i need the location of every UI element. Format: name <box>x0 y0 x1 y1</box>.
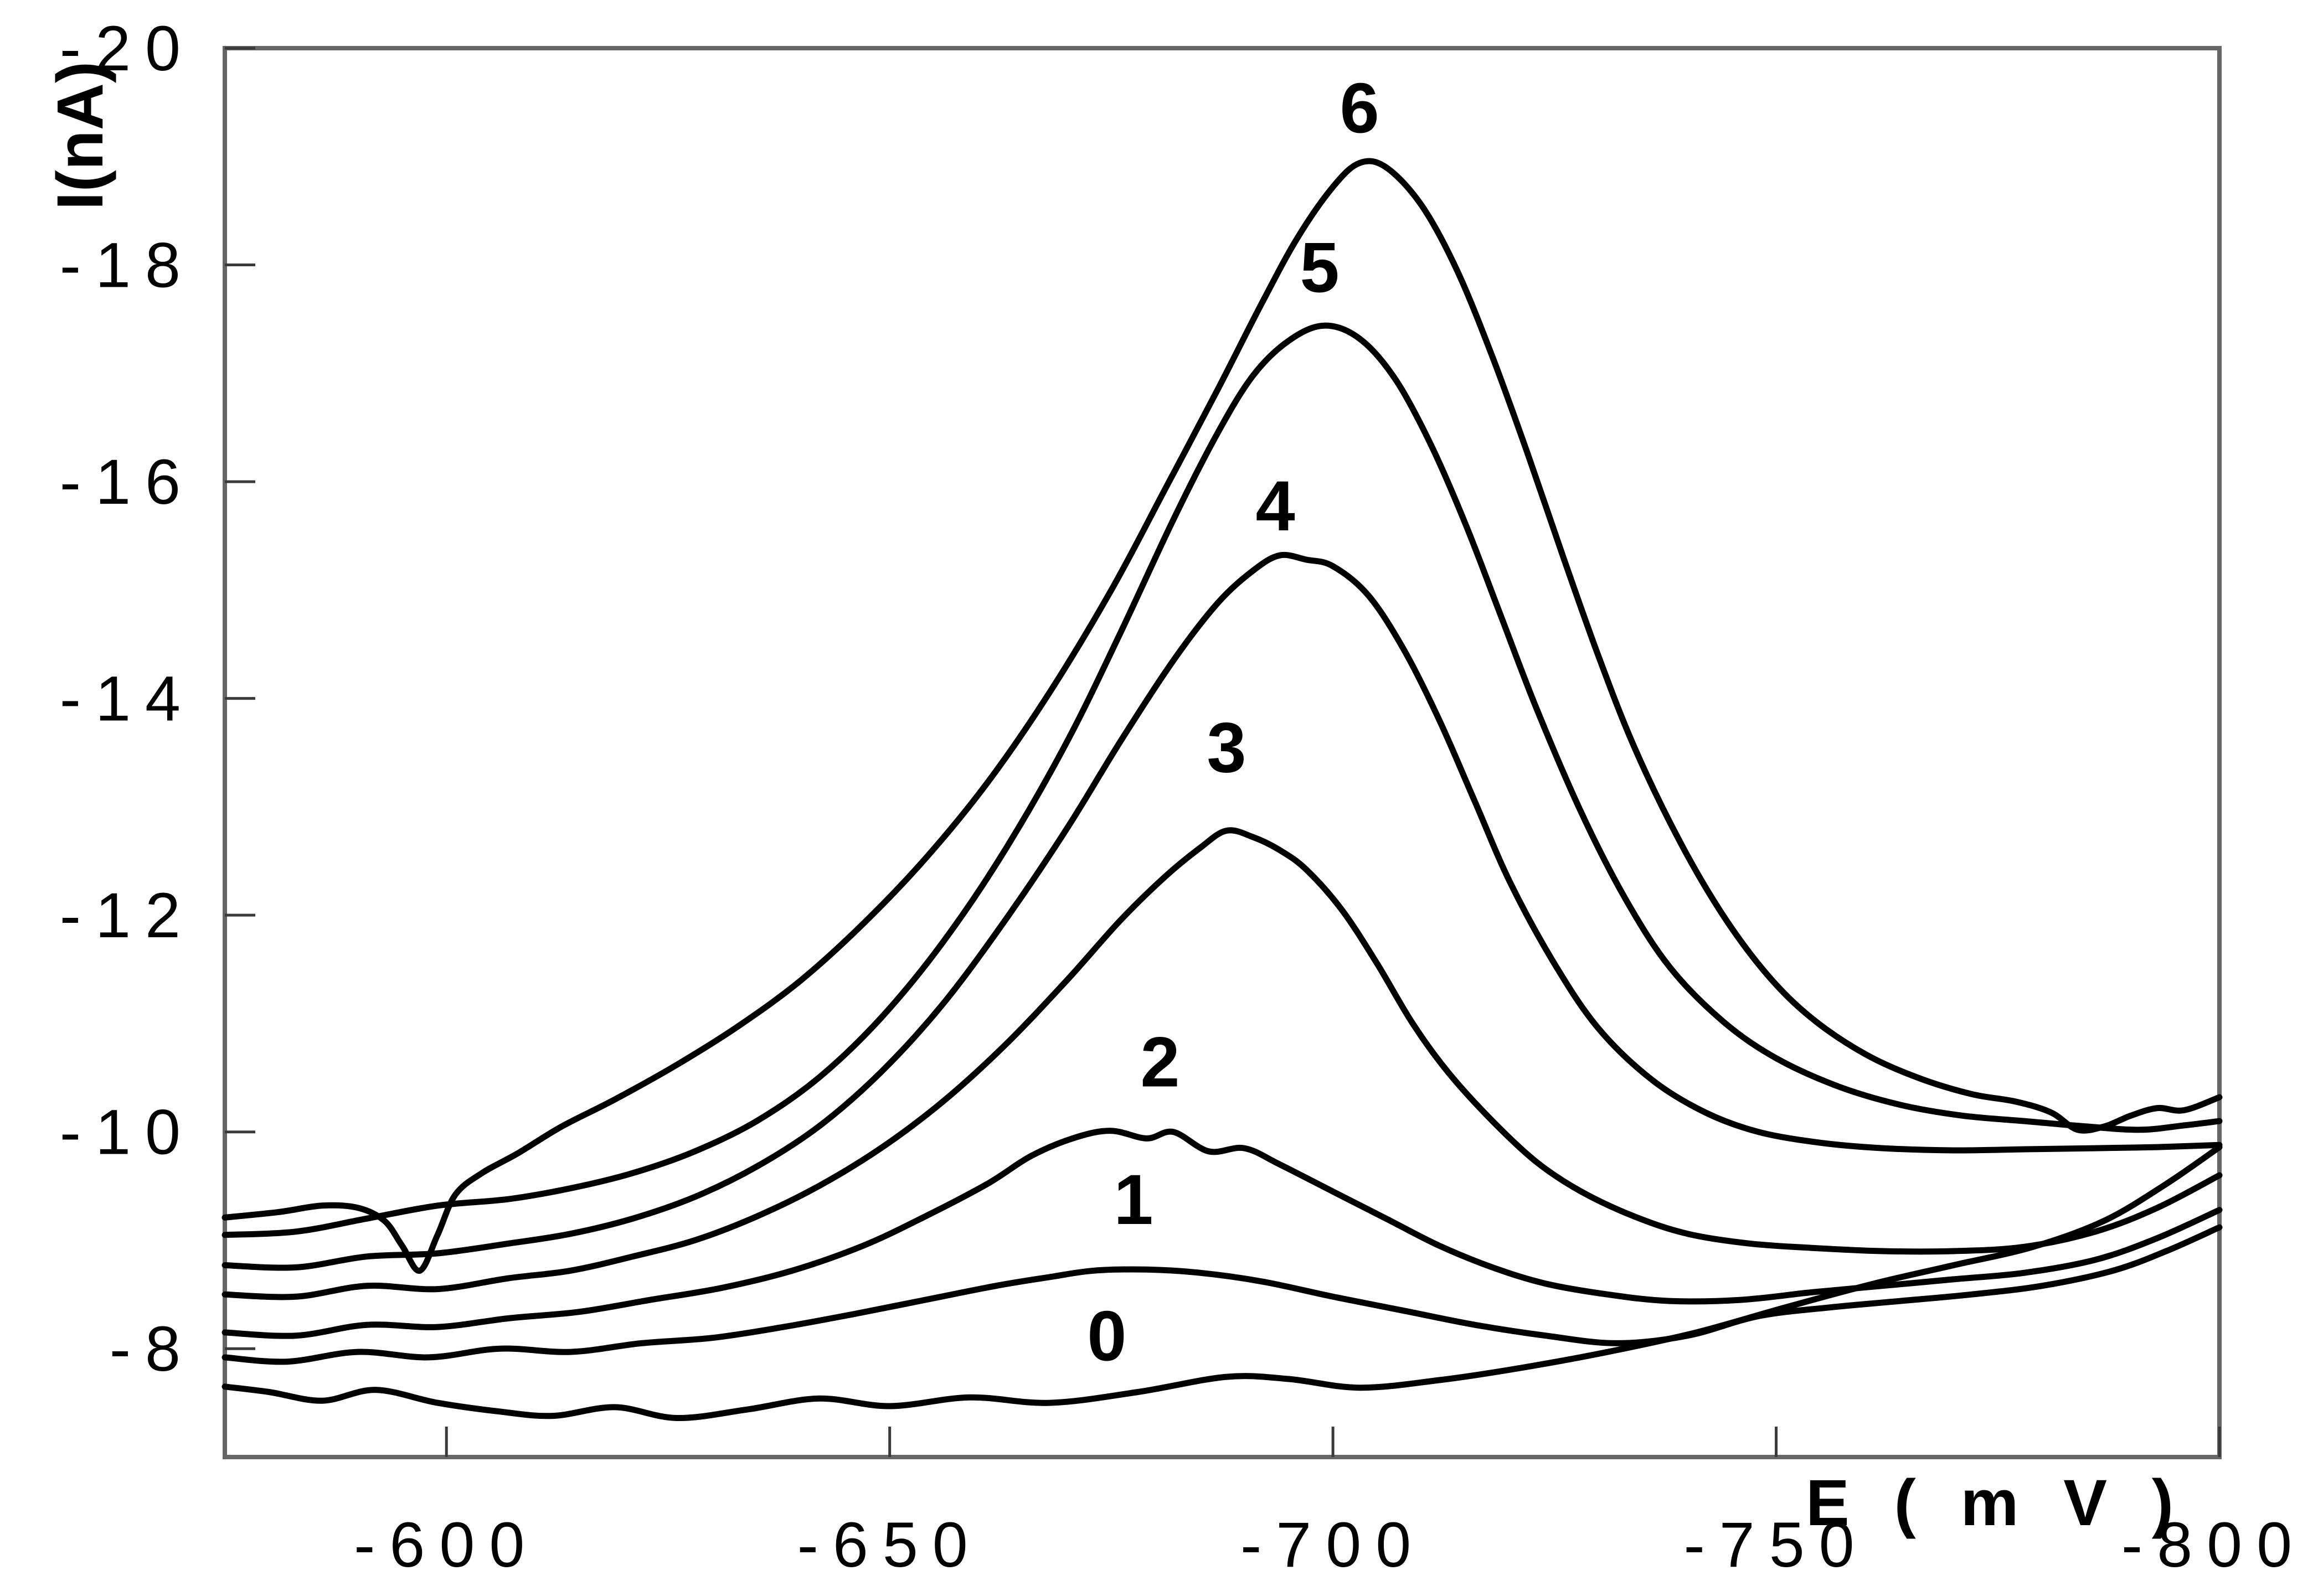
y-tick-label--12: -12 <box>60 880 195 951</box>
y-tick-label--10: -10 <box>60 1097 195 1168</box>
x-tick-label--650: -650 <box>797 1510 982 1580</box>
curve-path-3 <box>222 827 2223 1300</box>
x-axis-title: E ( m V ) <box>1806 1466 2187 1540</box>
curve-path-5 <box>222 322 2223 1238</box>
curve-path-4 <box>222 551 2223 1271</box>
curve-label-0: 0 <box>1087 1297 1126 1376</box>
curve-label-6: 6 <box>1340 69 1379 148</box>
x-tick-label--750: -750 <box>1683 1510 1868 1580</box>
curve-label-3: 3 <box>1207 709 1246 788</box>
curve-path-1 <box>222 1224 2223 1365</box>
y-tick-label--16: -16 <box>60 447 195 518</box>
curve-label-2: 2 <box>1140 1022 1179 1102</box>
y-tick-label--14: -14 <box>60 664 195 735</box>
y-tick-label--8: -8 <box>110 1314 195 1385</box>
y-axis-title: I(nA) <box>44 61 117 210</box>
curve-label-1: 1 <box>1114 1160 1153 1239</box>
plot-border <box>223 46 2222 1459</box>
curve-path-2 <box>222 1128 2223 1339</box>
curve-path-0 <box>222 1144 2223 1422</box>
curve-path-6 <box>222 158 2223 1274</box>
y-tick-label--18: -18 <box>60 230 195 301</box>
x-tick-label--700: -700 <box>1240 1510 1425 1580</box>
curve-label-4: 4 <box>1255 467 1295 546</box>
x-tick-label--600: -600 <box>354 1510 539 1580</box>
y-tick-label--20: -20 <box>60 13 195 84</box>
x-tick-label--800: -800 <box>2121 1510 2306 1580</box>
curve-label-5: 5 <box>1300 228 1340 307</box>
